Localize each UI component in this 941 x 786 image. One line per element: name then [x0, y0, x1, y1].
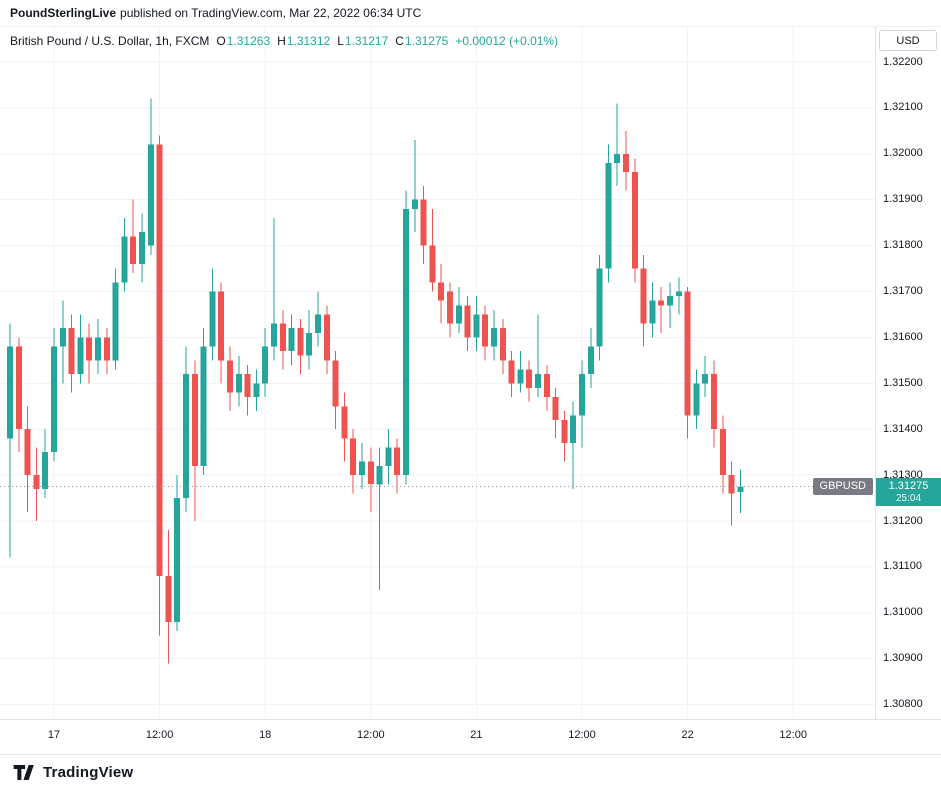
current-price-value: 1.31275 [888, 479, 929, 492]
time-axis-label: 12:00 [779, 729, 807, 741]
price-axis-label: 1.31800 [883, 239, 923, 252]
current-price-badge: 1.31275 25:04 [876, 477, 941, 506]
time-axis-label: 12:00 [568, 729, 596, 741]
time-axis[interactable]: 17 12:00 18 12:00 21 12:00 22 12:00 [0, 719, 941, 754]
bar-countdown: 25:04 [895, 492, 922, 504]
publish-info: published on TradingView.com, Mar 22, 20… [120, 6, 422, 20]
open-value: 1.31263 [226, 34, 271, 48]
price-axis-label: 1.31500 [883, 376, 923, 389]
close-label: C [395, 34, 404, 48]
chart-main: British Pound / U.S. Dollar, 1h, FXCM O1.… [0, 27, 941, 719]
price-axis-label: 1.31100 [883, 560, 922, 573]
open-label: O [216, 34, 226, 48]
high-label: H [277, 34, 286, 48]
tradingview-logo[interactable]: TradingView [12, 764, 133, 781]
price-axis-label: 1.30800 [883, 698, 923, 711]
time-axis-label: 12:00 [145, 729, 174, 741]
time-axis-label: 21 [470, 729, 483, 741]
price-axis-label: 1.32000 [883, 147, 923, 160]
chart-pane[interactable]: British Pound / U.S. Dollar, 1h, FXCM O1.… [0, 27, 876, 719]
publisher-name: PoundSterlingLive [10, 6, 117, 20]
price-axis-label: 1.31000 [883, 606, 923, 619]
time-axis-label: 12:00 [357, 729, 385, 741]
symbol-legend: British Pound / U.S. Dollar, 1h, FXCM O1.… [10, 34, 558, 48]
price-axis-label: 1.31400 [883, 422, 923, 435]
close-value: 1.31275 [404, 34, 449, 48]
tradingview-logo-text: TradingView [43, 763, 134, 781]
price-axis[interactable]: USD 1.32200 1.32100 1.32000 1.31900 1.31800 1… [875, 27, 941, 719]
price-axis-label: 1.31200 [883, 514, 923, 527]
currency-toggle-button[interactable]: USD [879, 30, 937, 51]
price-axis-label: 1.31900 [883, 193, 923, 206]
attribution-bar: PoundSterlingLive published on TradingVi… [0, 0, 941, 27]
price-axis-label: 1.31600 [883, 330, 923, 343]
change-value: +0.00012 (+0.01%) [455, 34, 559, 48]
high-value: 1.31312 [286, 34, 331, 48]
low-value: 1.31217 [344, 34, 389, 48]
time-axis-label: 18 [259, 729, 272, 741]
time-axis-label: 22 [681, 729, 694, 741]
symbol-price-line-badge: GBPUSD [812, 478, 873, 496]
price-axis-label: 1.32100 [883, 101, 923, 114]
symbol-title[interactable]: British Pound / U.S. Dollar, 1h, FXCM [10, 34, 210, 48]
tradingview-logo-icon [13, 764, 34, 780]
time-axis-labels: 17 12:00 18 12:00 21 12:00 22 12:00 [0, 720, 876, 754]
low-label: L [337, 34, 344, 48]
footer-bar: TradingView [0, 754, 941, 786]
candlestick-chart[interactable] [0, 27, 876, 719]
price-axis-label: 1.30900 [883, 652, 923, 665]
price-axis-label: 1.32200 [883, 55, 923, 68]
price-axis-label: 1.31700 [883, 285, 923, 297]
time-axis-label: 17 [47, 729, 61, 741]
